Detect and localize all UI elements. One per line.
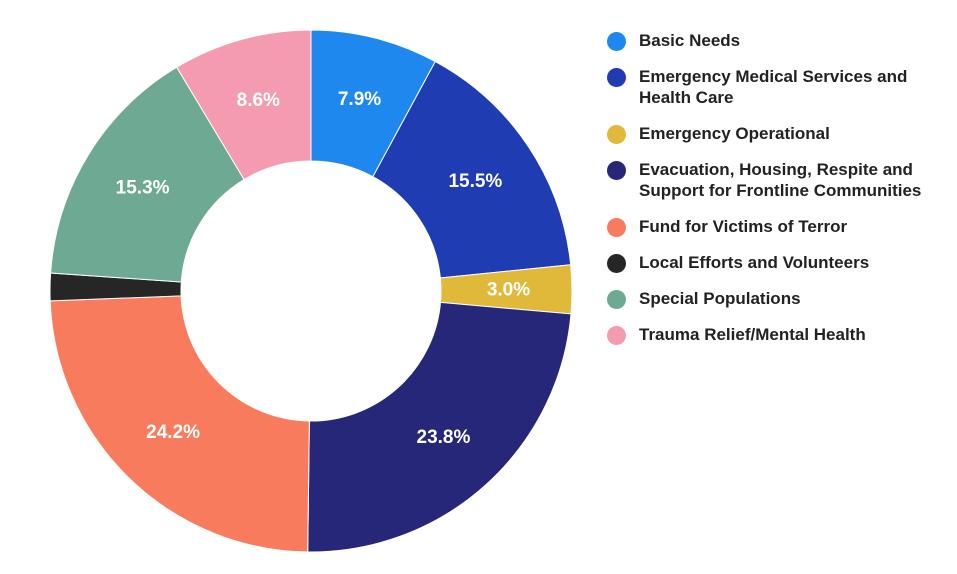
legend-swatch [607,161,626,180]
slice-label-evacuation-housing-respite-and-support-for-frontline-communities: 23.8% [417,427,471,448]
slice-evacuation-housing-respite-and-support-for-frontline-communities [307,301,572,553]
slice-special-populations [50,66,245,283]
legend-swatch [607,68,626,87]
slice-trauma-relief-mental-health [176,29,312,181]
legend-label: Evacuation, Housing, Respite and Support… [639,160,922,200]
legend-item-emergency-medical-services-and-health-care: Emergency Medical Services and Health Ca… [607,66,952,108]
slice-emergency-medical-services-and-health-care [372,60,572,279]
slice-label-emergency-operational: 3.0% [487,279,530,300]
slice-label-fund-for-victims-of-terror: 24.2% [146,422,200,443]
legend-swatch [607,326,626,345]
legend-swatch [607,254,626,273]
donut-slice-labels: 7.9% 15.5% 3.0% 23.8% 24.2% 15.3% 8.6% [116,89,531,448]
legend-item-basic-needs: Basic Needs [607,30,952,51]
legend-item-fund-for-victims-of-terror: Fund for Victims of Terror [607,216,952,237]
donut-chart-svg: 7.9% 15.5% 3.0% 23.8% 24.2% 15.3% 8.6% [49,29,573,553]
slice-label-trauma-relief-mental-health: 8.6% [237,90,280,111]
legend-item-local-efforts-and-volunteers: Local Efforts and Volunteers [607,252,952,273]
legend-swatch [607,125,626,144]
donut-chart: 7.9% 15.5% 3.0% 23.8% 24.2% 15.3% 8.6% [49,29,573,553]
legend-label: Local Efforts and Volunteers [639,253,870,272]
legend-label: Special Populations [639,289,801,308]
legend-label: Emergency Operational [639,124,830,143]
legend-label: Fund for Victims of Terror [639,217,848,236]
chart-legend: Basic Needs Emergency Medical Services an… [607,30,952,360]
legend-swatch [607,218,626,237]
legend-label: Basic Needs [639,31,741,50]
slice-fund-for-victims-of-terror [49,295,310,553]
legend-swatch [607,32,626,51]
slice-label-basic-needs: 7.9% [338,89,381,110]
slice-label-emergency-medical-services-and-health-care: 15.5% [448,171,502,192]
legend-swatch [607,290,626,309]
slice-label-special-populations: 15.3% [116,177,170,198]
legend-item-trauma-relief-mental-health: Trauma Relief/Mental Health [607,324,952,345]
legend-label: Trauma Relief/Mental Health [639,325,866,344]
legend-item-evacuation-housing-respite-and-support-for-frontline-communities: Evacuation, Housing, Respite and Support… [607,159,952,201]
legend-label: Emergency Medical Services and Health Ca… [639,67,908,107]
donut-slices [49,29,573,553]
legend-item-special-populations: Special Populations [607,288,952,309]
legend-item-emergency-operational: Emergency Operational [607,123,952,144]
